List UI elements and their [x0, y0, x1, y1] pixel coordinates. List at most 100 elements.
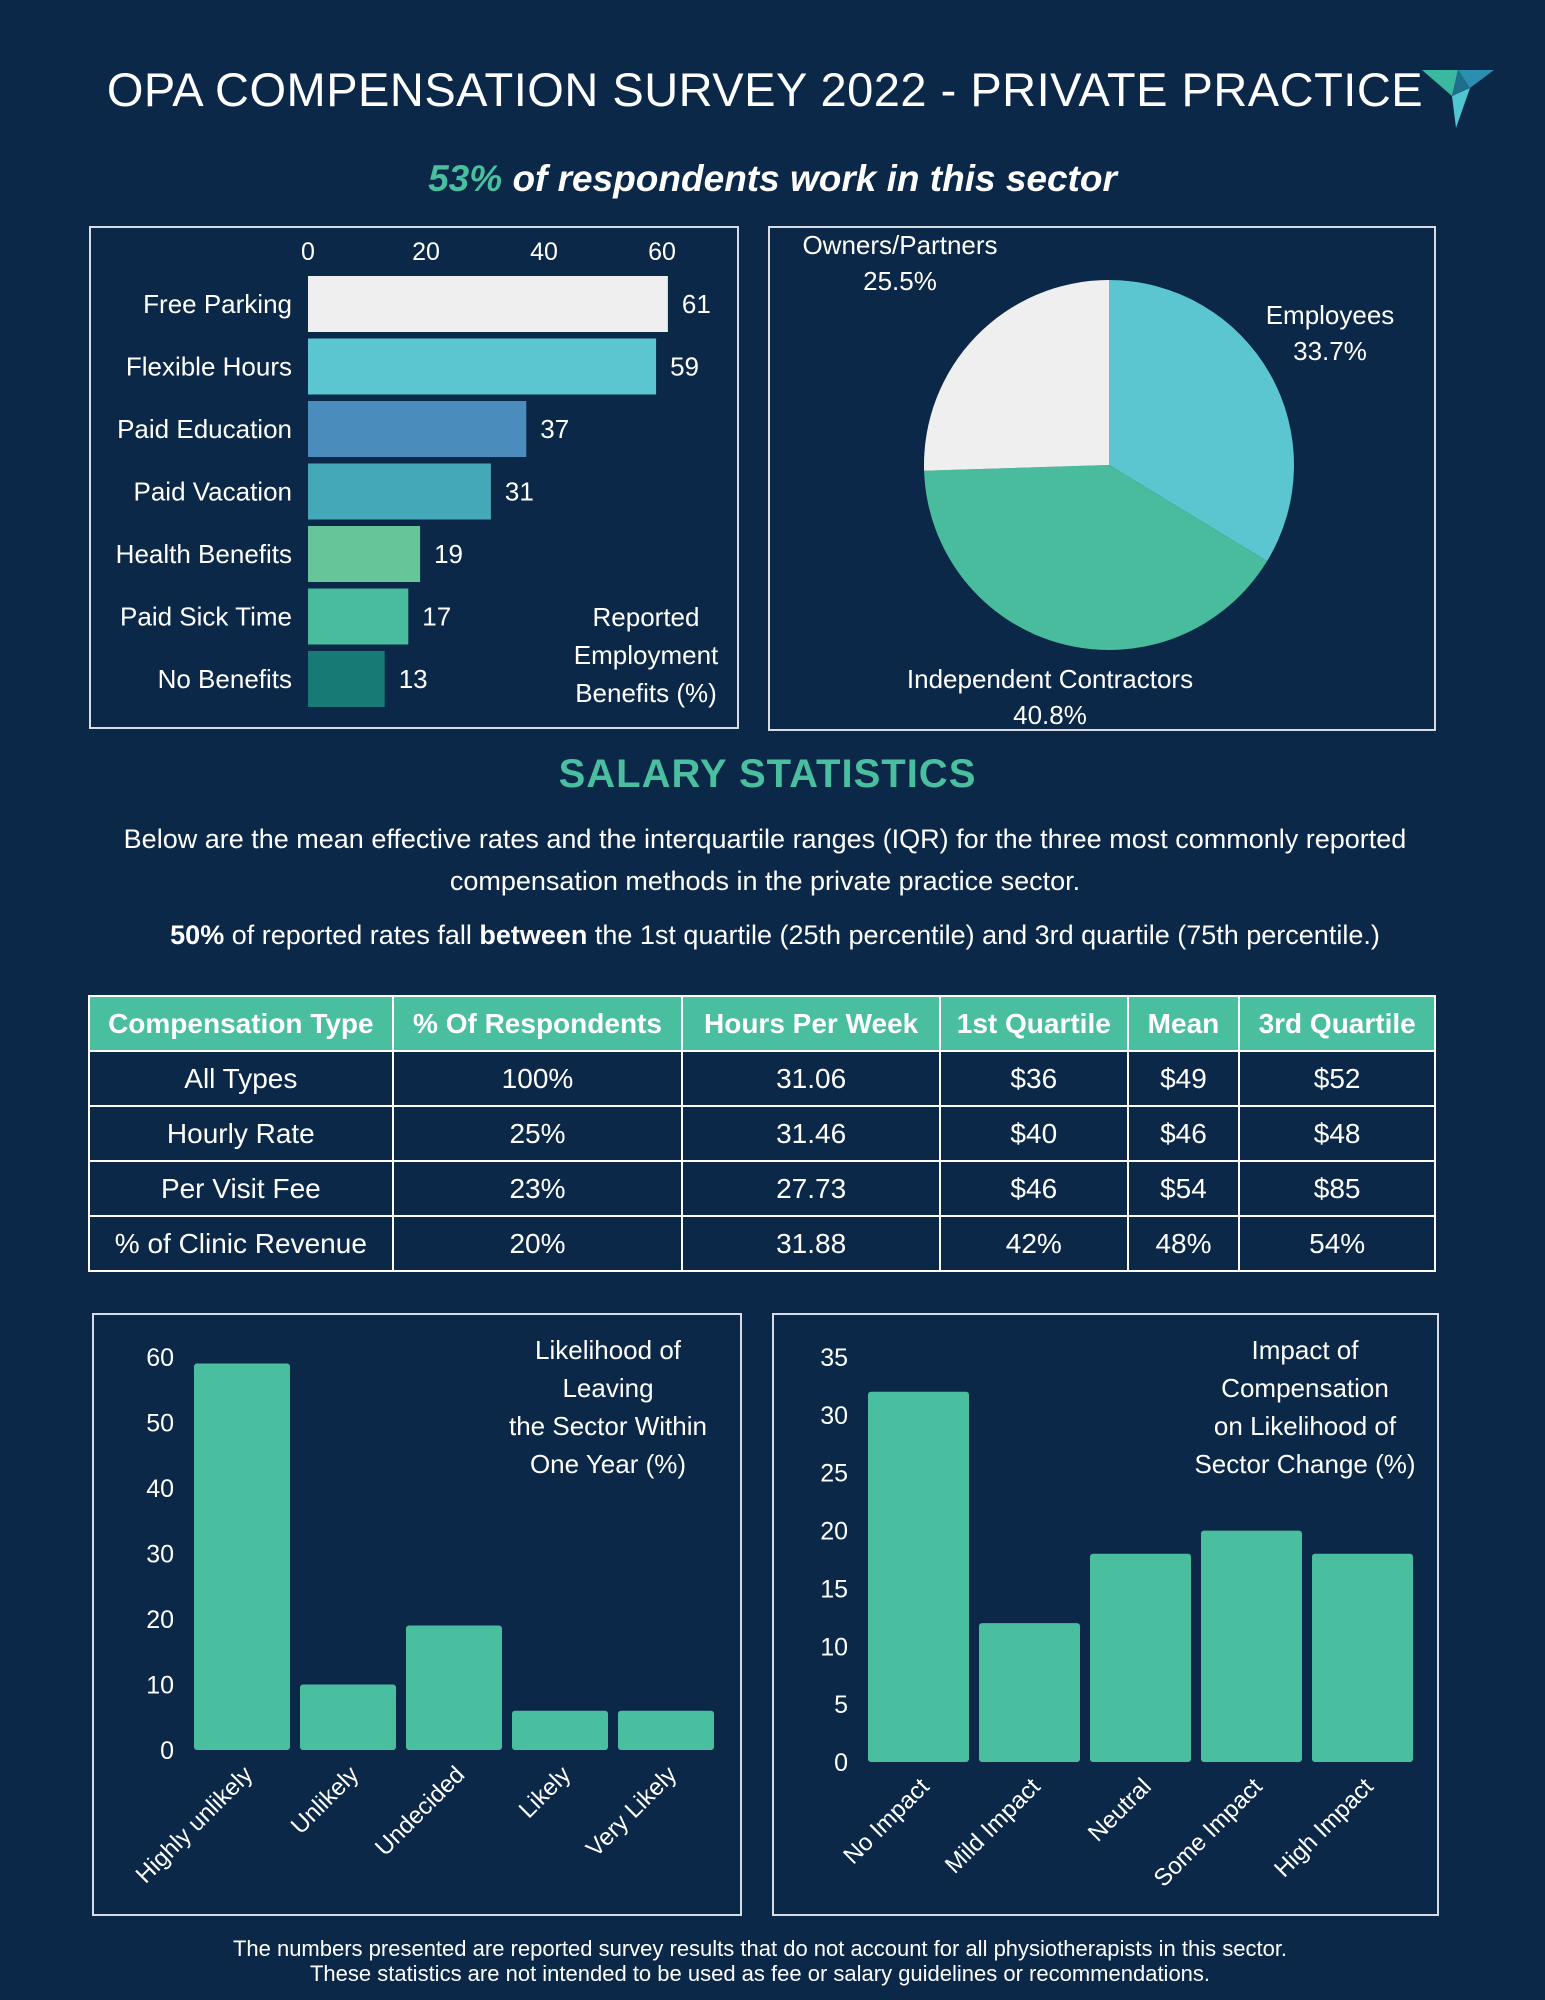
- benefits-chart: 0 20 40 60 Free Parking 61 Flexible Hours 59 Pai…: [116, 238, 719, 708]
- table-cell: 31.06: [681, 1050, 941, 1107]
- category-label-undecided: Undecided: [370, 1761, 470, 1861]
- table-cell: $49: [1126, 1050, 1241, 1107]
- bar-very-likely: [618, 1710, 714, 1750]
- bar-health-benefits: [308, 526, 421, 582]
- y-tick-label: 20: [146, 1606, 174, 1634]
- table-cell: $36: [938, 1050, 1129, 1107]
- chart-title-line: the Sector Within: [509, 1411, 707, 1441]
- pie-slice-employees: [1109, 280, 1294, 562]
- chart-title-line: Sector Change (%): [1194, 1449, 1415, 1479]
- salary-note: 50% of reported rates fall between the 1…: [60, 920, 1490, 951]
- data-label-paid-sick-time: 17: [422, 602, 451, 632]
- data-label-no-benefits: 13: [399, 664, 428, 694]
- category-label-high-impact: High Impact: [1269, 1773, 1379, 1883]
- header-third-quartile: 3rd Quartile: [1238, 995, 1436, 1052]
- note-text-2: the 1st quartile (25th percentile) and 3…: [587, 920, 1380, 950]
- table-cell: $46: [938, 1160, 1129, 1217]
- table-cell: Hourly Rate: [88, 1105, 394, 1162]
- slice-label-employees: Employees: [1266, 300, 1395, 330]
- header-mean: Mean: [1126, 995, 1241, 1052]
- category-label-no-benefits: No Benefits: [158, 664, 292, 694]
- category-label-some-impact: Some Impact: [1149, 1773, 1268, 1892]
- y-tick-label: 5: [834, 1691, 848, 1719]
- x-tick-label: 20: [412, 238, 440, 266]
- table-cell: 23%: [391, 1160, 684, 1217]
- footer-line-1: The numbers presented are reported surve…: [232, 1936, 1288, 1961]
- chart-title-line: Benefits (%): [575, 678, 717, 708]
- table-row: % of Clinic Revenue 20% 31.88 42% 48% 54…: [88, 1215, 1436, 1272]
- bar-some-impact: [1201, 1530, 1302, 1762]
- header-percent-respondents: % Of Respondents: [391, 995, 684, 1052]
- category-label-free-parking: Free Parking: [143, 289, 292, 319]
- compensation-impact-chart: 0 5 10 15 20 25 30 35 No Impact Mild Impact Neutra…: [820, 1335, 1415, 1892]
- salary-table: Compensation Type % Of Respondents Hours…: [88, 995, 1436, 1272]
- slice-value-independent-contractors: 40.8%: [1013, 700, 1087, 729]
- header-hours-per-week: Hours Per Week: [681, 995, 941, 1052]
- pie-slice-owners-partners: [924, 280, 1109, 471]
- category-label-health-benefits: Health Benefits: [116, 539, 292, 569]
- slice-value-owners-partners: 25.5%: [863, 266, 937, 296]
- category-label-flexible-hours: Flexible Hours: [126, 352, 292, 382]
- table-row: Hourly Rate 25% 31.46 $40 $46 $48: [88, 1105, 1436, 1162]
- bar-flexible-hours: [308, 338, 657, 395]
- salary-description: Below are the mean effective rates and t…: [123, 824, 1407, 896]
- bar-mild-impact: [979, 1623, 1080, 1762]
- note-bold-percent: 50%: [170, 920, 225, 950]
- y-tick-label: 30: [146, 1541, 174, 1569]
- data-label-paid-education: 37: [540, 414, 569, 444]
- x-tick-label: 0: [301, 238, 315, 266]
- table-cell: 54%: [1238, 1215, 1436, 1272]
- y-tick-label: 25: [820, 1460, 848, 1488]
- table-cell: $48: [1238, 1105, 1436, 1162]
- x-tick-label: 60: [648, 238, 676, 266]
- table-cell: $52: [1238, 1050, 1436, 1107]
- category-label-highly-unlikely: Highly unlikely: [131, 1761, 259, 1889]
- table-cell: 27.73: [681, 1160, 941, 1217]
- note-text-1: of reported rates fall: [224, 920, 480, 950]
- table-cell: Per Visit Fee: [88, 1160, 394, 1217]
- bar-neutral: [1090, 1553, 1191, 1762]
- employment-type-panel: Employees 33.7% Independent Contractors 40.…: [768, 226, 1436, 731]
- triangle-logo-icon: [1422, 70, 1494, 128]
- chart-title-line: One Year (%): [530, 1449, 686, 1479]
- employment-type-pie-chart: Employees 33.7% Independent Contractors 40.…: [802, 230, 1395, 730]
- y-tick-label: 20: [820, 1518, 848, 1546]
- y-tick-label: 0: [160, 1737, 174, 1765]
- category-label-paid-vacation: Paid Vacation: [133, 477, 292, 507]
- sector-subtitle-text: of respondents work in this sector: [502, 158, 1117, 199]
- bar-high-impact: [1312, 1553, 1413, 1762]
- slice-label-independent-contractors: Independent Contractors: [907, 664, 1193, 694]
- bar-likely: [512, 1710, 608, 1750]
- x-tick-label: 40: [530, 238, 558, 266]
- sector-percent: 53%: [428, 158, 503, 199]
- table-cell: $54: [1126, 1160, 1241, 1217]
- y-tick-label: 15: [820, 1575, 848, 1603]
- table-row: Per Visit Fee 23% 27.73 $46 $54 $85: [88, 1160, 1436, 1217]
- table-cell: 100%: [391, 1050, 684, 1107]
- chart-title-line: Compensation: [1221, 1373, 1389, 1403]
- table-cell: 25%: [391, 1105, 684, 1162]
- y-tick-label: 30: [820, 1402, 848, 1430]
- salary-heading: SALARY STATISTICS: [558, 752, 977, 796]
- chart-title-line: Impact of: [1252, 1335, 1360, 1365]
- sector-subtitle: 53% of respondents work in this sector: [0, 158, 1545, 200]
- y-tick-label: 40: [146, 1475, 174, 1503]
- data-label-flexible-hours: 59: [670, 352, 699, 382]
- leaving-likelihood-panel: 0 10 20 30 40 50 60 Highly unlikely Unlikely Unde…: [92, 1313, 742, 1916]
- table-cell: $46: [1126, 1105, 1241, 1162]
- y-tick-label: 0: [834, 1749, 848, 1777]
- slice-label-owners-partners: Owners/Partners: [802, 230, 997, 260]
- category-label-no-impact: No Impact: [838, 1773, 935, 1870]
- footer-line-2: These statistics are not intended to be …: [309, 1961, 1211, 1986]
- data-label-health-benefits: 19: [434, 539, 463, 569]
- y-tick-label: 10: [146, 1672, 174, 1700]
- table-cell: All Types: [88, 1050, 394, 1107]
- category-label-very-likely: Very Likely: [581, 1761, 682, 1862]
- slice-value-employees: 33.7%: [1293, 336, 1367, 366]
- page-title: OPA COMPENSATION SURVEY 2022 - PRIVATE P…: [106, 63, 1424, 116]
- category-label-unlikely: Unlikely: [286, 1761, 365, 1840]
- bar-undecided: [406, 1625, 502, 1750]
- table-header-row: Compensation Type % Of Respondents Hours…: [88, 995, 1436, 1052]
- chart-title-line: Reported: [593, 602, 700, 632]
- table-cell: 20%: [391, 1215, 684, 1272]
